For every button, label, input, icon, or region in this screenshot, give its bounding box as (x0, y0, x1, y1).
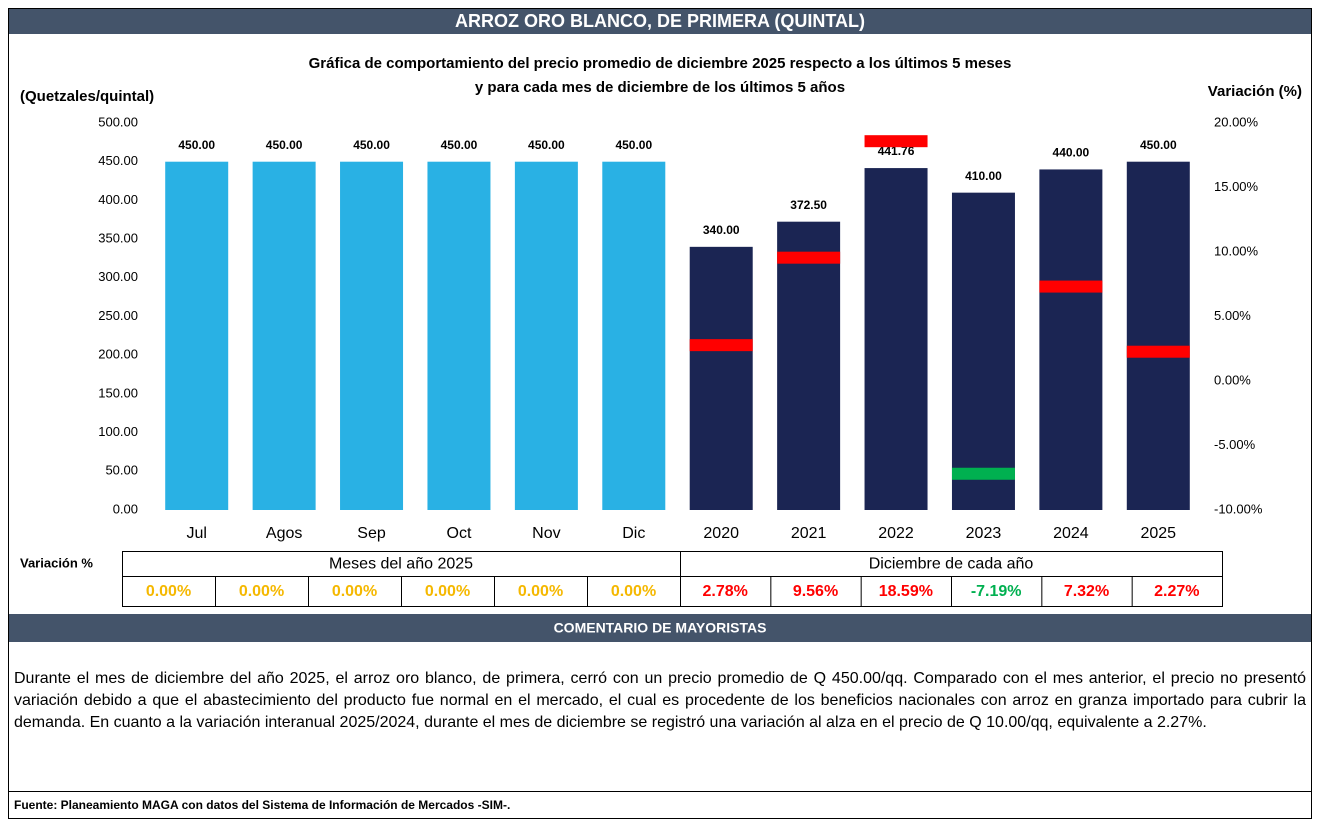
outer-border (8, 8, 1312, 819)
table-row-label: Variación % (20, 555, 93, 570)
y-tick-label: 50.00 (105, 463, 138, 478)
y2-tick-label: 15.00% (1214, 179, 1259, 194)
y2-axis-label: Variación (%) (1208, 83, 1302, 100)
data-label: 340.00 (703, 223, 740, 237)
y-axis-label: (Quetzales/quintal) (20, 88, 154, 105)
comment-bar (9, 614, 1311, 642)
y-tick-label: 500.00 (98, 114, 138, 129)
chart-title: Gráfica de comportamiento del precio pro… (309, 55, 1012, 72)
data-label: 440.00 (1053, 146, 1090, 160)
bar (1039, 169, 1103, 510)
y2-tick-label: 5.00% (1214, 308, 1251, 323)
y-tick-label: 400.00 (98, 192, 138, 207)
y-tick-label: 300.00 (98, 269, 138, 284)
table-value: 0.00% (611, 583, 656, 600)
y2-tick-label: 20.00% (1214, 114, 1259, 129)
table-value: 18.59% (879, 583, 933, 600)
data-label: 450.00 (353, 138, 390, 152)
y-tick-label: 250.00 (98, 308, 138, 323)
footer-source: Fuente: Planeamiento MAGA con datos del … (14, 798, 510, 812)
data-label: 450.00 (266, 138, 303, 152)
bar (864, 168, 928, 510)
bar (777, 221, 841, 510)
bar (1126, 161, 1190, 510)
variation-marker (689, 339, 753, 352)
table-value: 7.32% (1064, 583, 1109, 600)
table-border (122, 551, 1223, 607)
variation-marker (951, 467, 1015, 480)
bar (951, 192, 1015, 510)
data-label: 450.00 (178, 138, 215, 152)
table-value: 0.00% (239, 583, 284, 600)
y-tick-label: 350.00 (98, 231, 138, 246)
bar (165, 161, 229, 510)
table-value: 0.00% (332, 583, 377, 600)
bar (340, 161, 404, 510)
header-title: ARROZ ORO BLANCO, DE PRIMERA (QUINTAL) (455, 11, 865, 31)
x-tick-label: Jul (186, 525, 206, 542)
x-tick-label: 2024 (1053, 525, 1089, 542)
variation-marker (864, 135, 928, 148)
table-value: 0.00% (518, 583, 563, 600)
data-label: 450.00 (441, 138, 478, 152)
data-label: 450.00 (1140, 138, 1177, 152)
data-label: 441.76 (878, 144, 915, 158)
bar (689, 246, 753, 510)
y-tick-label: 150.00 (98, 385, 138, 400)
comment-title: COMENTARIO DE MAYORISTAS (554, 620, 767, 636)
x-tick-label: Nov (532, 525, 560, 542)
y2-tick-label: 0.00% (1214, 372, 1251, 387)
table-value: 0.00% (425, 583, 470, 600)
header-bar (9, 9, 1311, 34)
x-tick-label: Oct (447, 525, 472, 542)
variation-marker (1126, 345, 1190, 358)
comment-text: Durante el mes de diciembre del año 2025… (14, 670, 1306, 731)
x-tick-label: 2023 (966, 525, 1002, 542)
table-value: 9.56% (793, 583, 838, 600)
x-tick-label: Agos (266, 525, 302, 542)
x-tick-label: Dic (622, 525, 645, 542)
bar (252, 161, 316, 510)
table-value: 2.78% (702, 583, 747, 600)
table-value: -7.19% (971, 583, 1022, 600)
y-tick-label: 0.00 (113, 501, 138, 516)
variation-marker (1039, 280, 1103, 293)
y-tick-label: 100.00 (98, 424, 138, 439)
y2-tick-label: -5.00% (1214, 437, 1256, 452)
table-group: Diciembre de cada año (869, 556, 1034, 573)
y-tick-label: 450.00 (98, 153, 138, 168)
chart-title: y para cada mes de diciembre de los últi… (475, 79, 845, 96)
y2-tick-label: -10.00% (1214, 501, 1263, 516)
x-tick-label: 2025 (1140, 525, 1176, 542)
data-label: 410.00 (965, 169, 1002, 183)
table-group: Meses del año 2025 (329, 556, 473, 573)
x-tick-label: 2020 (703, 525, 739, 542)
data-label: 372.50 (790, 198, 827, 212)
x-tick-label: Sep (357, 525, 386, 542)
data-label: 450.00 (528, 138, 565, 152)
x-tick-label: 2022 (878, 525, 914, 542)
data-label: 450.00 (615, 138, 652, 152)
bar (427, 161, 491, 510)
table-value: 0.00% (146, 583, 191, 600)
x-tick-label: 2021 (791, 525, 827, 542)
y2-tick-label: 10.00% (1214, 243, 1259, 258)
variation-marker (777, 251, 841, 264)
bar (514, 161, 578, 510)
bar (602, 161, 666, 510)
y-tick-label: 200.00 (98, 347, 138, 362)
table-value: 2.27% (1154, 583, 1199, 600)
